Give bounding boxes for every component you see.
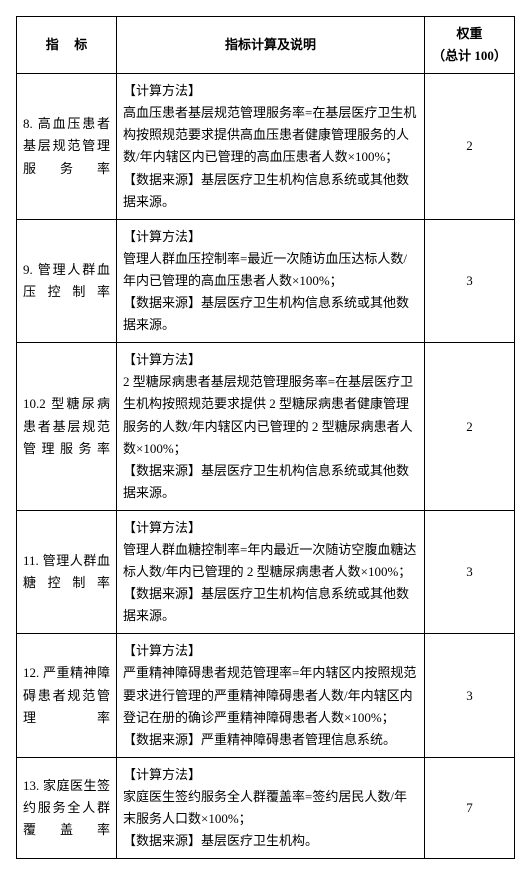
cell-weight: 3 <box>425 634 515 757</box>
cell-desc: 【计算方法】高血压患者基层规范管理服务率=在基层医疗卫生机构按照规范要求提供高血… <box>117 74 425 220</box>
cell-desc: 【计算方法】管理人群血压控制率=最近一次随访血压达标人数/年内已管理的高血压患者… <box>117 219 425 342</box>
table-row: 11. 管理人群血糖控制率【计算方法】管理人群血糖控制率=年内最近一次随访空腹血… <box>17 510 515 633</box>
cell-weight: 3 <box>425 219 515 342</box>
cell-weight: 7 <box>425 757 515 858</box>
cell-weight: 3 <box>425 510 515 633</box>
cell-desc: 【计算方法】管理人群血糖控制率=年内最近一次随访空腹血糖达标人数/年内已管理的 … <box>117 510 425 633</box>
cell-indicator: 10.2 型糖尿病患者基层规范管理服务率 <box>17 343 117 511</box>
indicator-table: 指标 指标计算及说明 权重（总计 100） 8. 高血压患者基层规范管理服务率【… <box>16 16 515 859</box>
cell-desc: 【计算方法】2 型糖尿病患者基层规范管理服务率=在基层医疗卫生机构按照规范要求提… <box>117 343 425 511</box>
header-desc: 指标计算及说明 <box>117 17 425 74</box>
table-row: 13. 家庭医生签约服务全人群覆盖率【计算方法】家庭医生签约服务全人群覆盖率=签… <box>17 757 515 858</box>
cell-weight: 2 <box>425 343 515 511</box>
table-row: 12. 严重精神障碍患者规范管理率【计算方法】严重精神障碍患者规范管理率=年内辖… <box>17 634 515 757</box>
table-row: 10.2 型糖尿病患者基层规范管理服务率【计算方法】2 型糖尿病患者基层规范管理… <box>17 343 515 511</box>
cell-desc: 【计算方法】严重精神障碍患者规范管理率=年内辖区内按照规范要求进行管理的严重精神… <box>117 634 425 757</box>
cell-indicator: 11. 管理人群血糖控制率 <box>17 510 117 633</box>
table-row: 9. 管理人群血压控制率【计算方法】管理人群血压控制率=最近一次随访血压达标人数… <box>17 219 515 342</box>
cell-weight: 2 <box>425 74 515 220</box>
table-header-row: 指标 指标计算及说明 权重（总计 100） <box>17 17 515 74</box>
cell-indicator: 13. 家庭医生签约服务全人群覆盖率 <box>17 757 117 858</box>
header-weight: 权重（总计 100） <box>425 17 515 74</box>
cell-indicator: 9. 管理人群血压控制率 <box>17 219 117 342</box>
cell-indicator: 8. 高血压患者基层规范管理服务率 <box>17 74 117 220</box>
table-body: 8. 高血压患者基层规范管理服务率【计算方法】高血压患者基层规范管理服务率=在基… <box>17 74 515 859</box>
table-row: 8. 高血压患者基层规范管理服务率【计算方法】高血压患者基层规范管理服务率=在基… <box>17 74 515 220</box>
cell-desc: 【计算方法】家庭医生签约服务全人群覆盖率=签约居民人数/年末服务人口数×100%… <box>117 757 425 858</box>
header-indicator: 指标 <box>17 17 117 74</box>
cell-indicator: 12. 严重精神障碍患者规范管理率 <box>17 634 117 757</box>
